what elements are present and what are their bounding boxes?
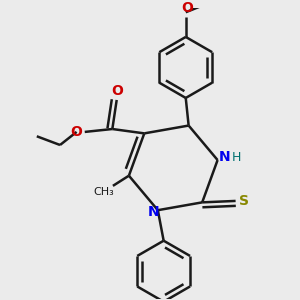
Text: N: N: [148, 205, 159, 219]
Text: O: O: [181, 2, 193, 16]
Text: O: O: [71, 125, 82, 139]
Text: N: N: [219, 150, 231, 164]
Text: H: H: [232, 151, 241, 164]
Text: CH₃: CH₃: [94, 187, 115, 197]
Text: O: O: [111, 84, 123, 98]
Text: S: S: [239, 194, 249, 208]
